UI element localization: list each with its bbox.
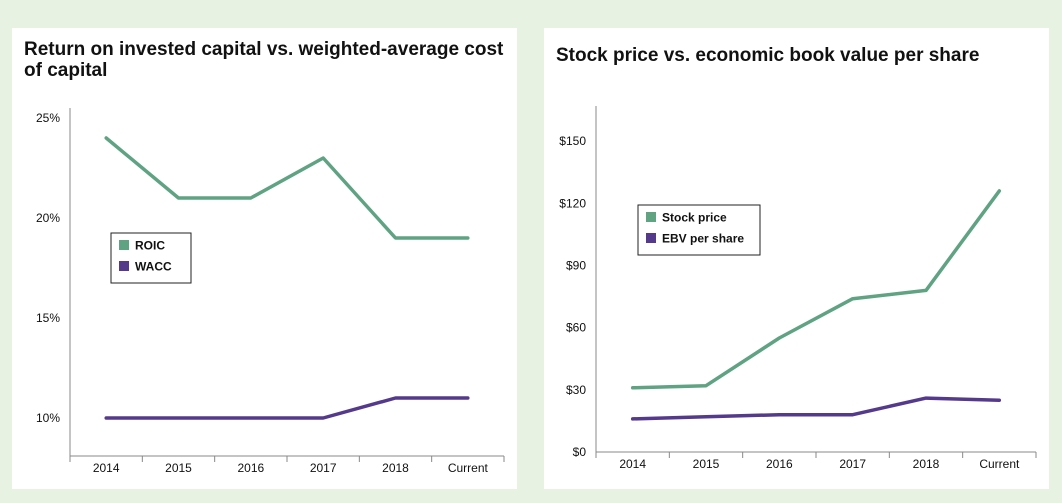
legend-label: WACC (135, 260, 172, 274)
x-tick-label: 2018 (913, 457, 940, 471)
x-tick-label: 2016 (766, 457, 793, 471)
legend-swatch (646, 212, 656, 222)
chart-panel-roic-wacc: Return on invested capital vs. weighted-… (12, 28, 517, 489)
x-tick-label: 2014 (93, 461, 120, 475)
x-tick-label: 2015 (693, 457, 720, 471)
x-tick-label: 2015 (165, 461, 192, 475)
legend-swatch (119, 261, 129, 271)
series-line-wacc (104, 396, 470, 420)
y-tick-label: 10% (36, 411, 60, 425)
y-tick-label: $90 (566, 259, 586, 273)
chart-title: Stock price vs. economic book value per … (556, 45, 980, 66)
y-tick-label: $60 (566, 321, 586, 335)
legend-swatch (119, 240, 129, 250)
legend-box (637, 204, 761, 256)
y-tick-label: 15% (36, 311, 60, 325)
line-chart-stock-ebv: 2014 2015 2016 2017 2018 Current $0 $30 $60 $90 $1… (559, 106, 1037, 471)
x-tick-label: 2014 (619, 457, 646, 471)
x-tick-label: Current (448, 461, 489, 475)
x-tick-label: 2018 (382, 461, 409, 475)
y-tick-label: 25% (36, 111, 60, 125)
y-tick-label: 20% (36, 211, 60, 225)
legend-swatch (646, 233, 656, 243)
x-tick-label: 2016 (237, 461, 264, 475)
y-tick-label: $0 (573, 445, 587, 459)
y-tick-label: $150 (559, 134, 586, 148)
legend-label: Stock price (662, 211, 727, 225)
chart-panel-stock-ebv: Stock price vs. economic book value per … (544, 28, 1049, 489)
chart-title: Return on invested capital vs. weighted-… (24, 39, 504, 81)
line-chart-roic-wacc: 2014 2015 2016 2017 2018 Current 25% 20% 15% 10% R… (36, 108, 505, 475)
series-line-stock-price (630, 189, 1002, 390)
series-line-ebv-per-share (630, 396, 1002, 421)
legend-label: EBV per share (662, 232, 744, 246)
y-tick-label: $30 (566, 383, 586, 397)
x-tick-label: 2017 (310, 461, 337, 475)
x-tick-label: 2017 (839, 457, 866, 471)
series-line-roic (104, 136, 470, 240)
x-tick-label: Current (979, 457, 1020, 471)
legend-label: ROIC (135, 239, 165, 253)
y-tick-label: $120 (559, 196, 586, 210)
